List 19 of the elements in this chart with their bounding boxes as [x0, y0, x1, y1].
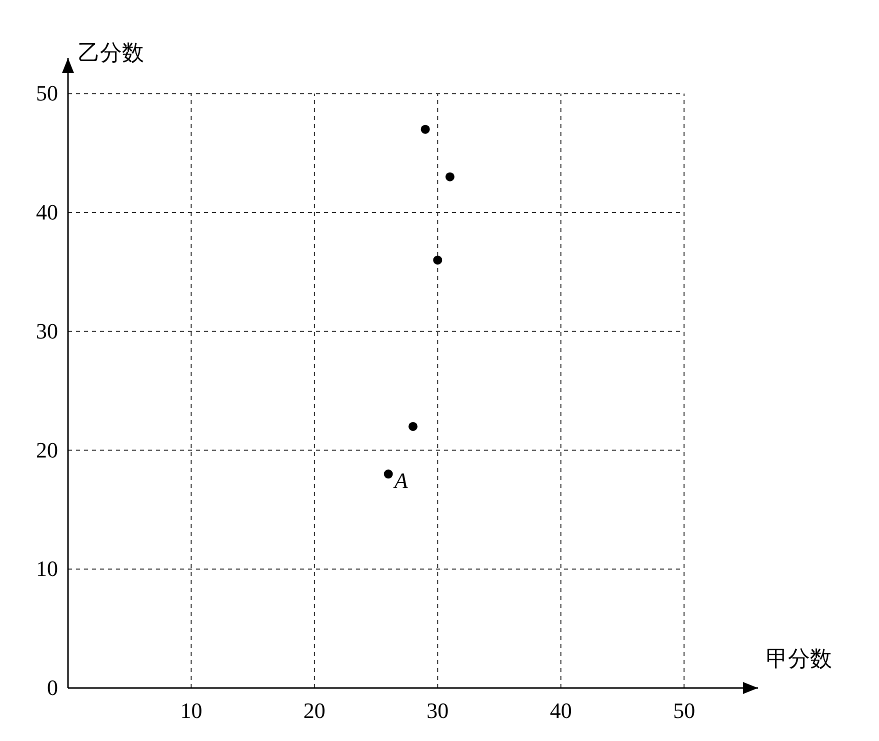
y-tick-label: 50 [36, 80, 58, 106]
point [433, 256, 442, 265]
point [420, 124, 430, 134]
y-tick-label: 10 [36, 556, 58, 582]
point [445, 172, 454, 182]
x-tick-label: 40 [550, 698, 572, 723]
y-tick-label: 20 [36, 437, 58, 462]
x-axis-title: 甲分数 [766, 646, 832, 671]
y-tick-label: 40 [36, 200, 58, 225]
x-tick-label: 30 [426, 698, 449, 723]
annotation: A [392, 468, 408, 494]
point [384, 470, 393, 479]
x-tick-label: 20 [303, 698, 326, 723]
y-tick-label: 30 [36, 318, 58, 344]
x-tick-label: 10 [180, 698, 202, 723]
x-tick-label: 50 [673, 698, 696, 723]
y-axis-title: 乙分数 [78, 40, 144, 65]
point [408, 422, 418, 431]
y-tick-label: 0 [47, 675, 58, 700]
